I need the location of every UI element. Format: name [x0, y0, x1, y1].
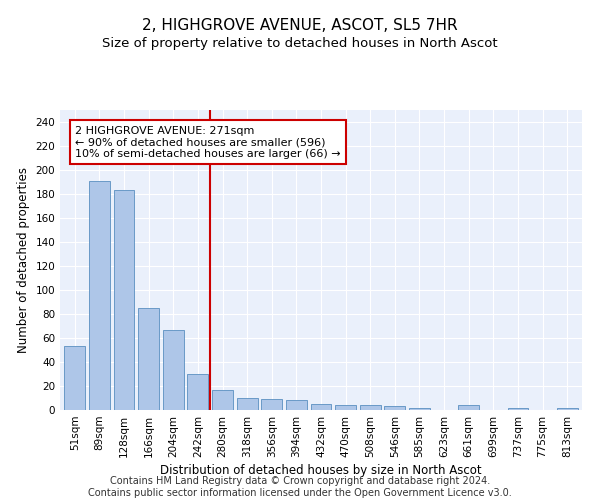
Bar — [212, 390, 233, 410]
Bar — [286, 400, 307, 410]
Bar — [335, 405, 356, 410]
Bar — [236, 398, 257, 410]
X-axis label: Distribution of detached houses by size in North Ascot: Distribution of detached houses by size … — [160, 464, 482, 477]
Bar — [557, 408, 578, 410]
Text: 2 HIGHGROVE AVENUE: 271sqm
← 90% of detached houses are smaller (596)
10% of sem: 2 HIGHGROVE AVENUE: 271sqm ← 90% of deta… — [75, 126, 341, 159]
Text: 2, HIGHGROVE AVENUE, ASCOT, SL5 7HR: 2, HIGHGROVE AVENUE, ASCOT, SL5 7HR — [142, 18, 458, 32]
Bar — [113, 190, 134, 410]
Bar — [311, 404, 331, 410]
Text: Size of property relative to detached houses in North Ascot: Size of property relative to detached ho… — [102, 38, 498, 51]
Bar — [409, 408, 430, 410]
Bar — [64, 346, 85, 410]
Bar — [138, 308, 159, 410]
Bar — [458, 405, 479, 410]
Bar — [163, 330, 184, 410]
Bar — [508, 408, 529, 410]
Y-axis label: Number of detached properties: Number of detached properties — [17, 167, 30, 353]
Text: Contains HM Land Registry data © Crown copyright and database right 2024.
Contai: Contains HM Land Registry data © Crown c… — [88, 476, 512, 498]
Bar — [89, 181, 110, 410]
Bar — [385, 406, 406, 410]
Bar — [360, 405, 381, 410]
Bar — [187, 374, 208, 410]
Bar — [261, 399, 282, 410]
